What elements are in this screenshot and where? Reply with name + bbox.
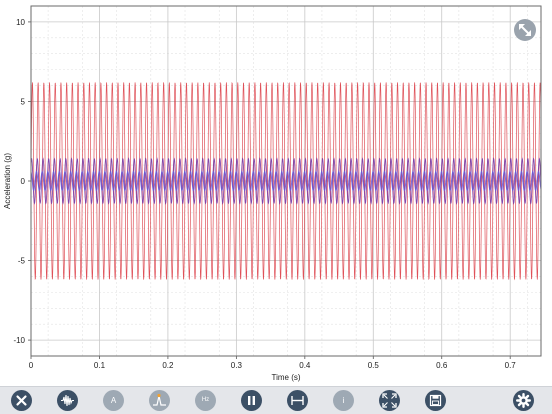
info-button[interactable]: i bbox=[333, 390, 354, 411]
close-button[interactable] bbox=[11, 390, 32, 411]
peak-marker-icon bbox=[153, 393, 166, 406]
annotate-icon: A bbox=[110, 396, 117, 405]
x-axis-title: Time (s) bbox=[271, 373, 300, 382]
y-tick-label: 10 bbox=[16, 18, 25, 27]
y-axis-title: Acceleration (g) bbox=[3, 153, 12, 209]
waveform-icon bbox=[61, 394, 74, 407]
x-tick-label: 0.4 bbox=[299, 361, 311, 370]
x-tick-label: 0.1 bbox=[94, 361, 106, 370]
hz-button[interactable]: Hz bbox=[195, 390, 216, 411]
x-tick-label: 0.2 bbox=[162, 361, 174, 370]
y-tick-label: 5 bbox=[21, 97, 26, 106]
x-tick-label: 0 bbox=[29, 361, 34, 370]
waveform-button[interactable] bbox=[57, 390, 78, 411]
series-line-2 bbox=[30, 157, 542, 205]
info-icon: i bbox=[342, 396, 345, 405]
pause-button[interactable] bbox=[241, 390, 262, 411]
save-icon bbox=[429, 394, 442, 407]
save-button[interactable] bbox=[425, 390, 446, 411]
measure-span-icon bbox=[291, 396, 304, 405]
measure-span-button[interactable] bbox=[287, 390, 308, 411]
fit-screen-icon bbox=[382, 393, 397, 408]
x-tick-label: 0.7 bbox=[505, 361, 517, 370]
settings-button[interactable] bbox=[513, 390, 534, 411]
y-tick-label: 0 bbox=[21, 177, 26, 186]
bottom-toolbar: A Hz i bbox=[0, 386, 552, 414]
acceleration-chart[interactable]: 0 0.1 0.2 0.3 0.4 0.5 0.6 0.7 -10 -5 0 5 10 Time (s) A… bbox=[0, 0, 552, 386]
x-tick-label: 0.6 bbox=[436, 361, 448, 370]
annotate-button[interactable]: A bbox=[103, 390, 124, 411]
x-tick-label: 0.5 bbox=[368, 361, 380, 370]
hz-icon: Hz bbox=[201, 397, 210, 403]
expand-chart-button[interactable] bbox=[514, 19, 536, 41]
series-line-3 bbox=[30, 170, 542, 192]
series-line-1 bbox=[30, 81, 542, 281]
x-tick-label: 0.3 bbox=[231, 361, 243, 370]
fit-screen-button[interactable] bbox=[379, 390, 400, 411]
y-tick-label: -5 bbox=[18, 257, 26, 266]
close-icon bbox=[16, 395, 27, 406]
plot-area[interactable]: 0 0.1 0.2 0.3 0.4 0.5 0.6 0.7 -10 -5 0 5 10 Time (s) A… bbox=[0, 0, 552, 386]
peak-marker-button[interactable] bbox=[149, 390, 170, 411]
y-tick-label: -10 bbox=[13, 336, 25, 345]
plot-frame bbox=[30, 5, 542, 357]
diagonal-arrows-icon bbox=[519, 24, 531, 36]
pause-icon bbox=[248, 396, 255, 405]
settings-icon bbox=[515, 392, 531, 408]
